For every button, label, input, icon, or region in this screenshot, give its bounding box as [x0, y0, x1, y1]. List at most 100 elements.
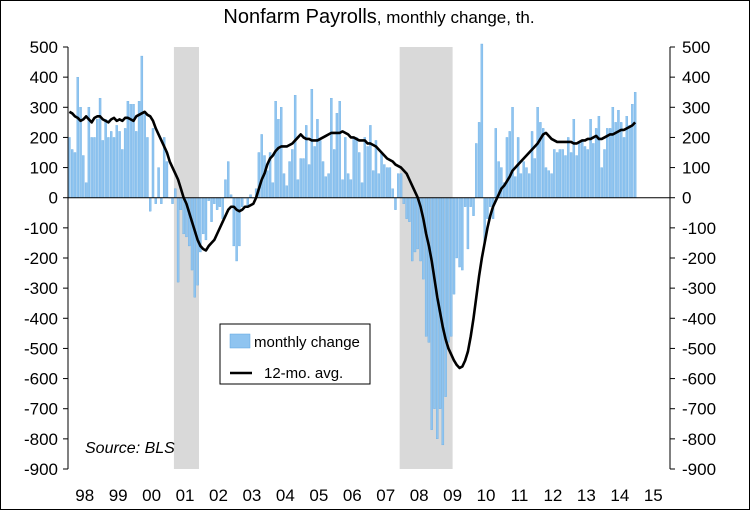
bar — [335, 113, 339, 198]
bar — [271, 182, 275, 198]
bar — [583, 146, 587, 198]
bar — [213, 197, 216, 204]
bar — [424, 197, 428, 337]
bar — [76, 76, 79, 198]
bar — [539, 122, 542, 198]
bar — [146, 137, 149, 198]
bar — [344, 137, 347, 198]
bar — [221, 197, 224, 219]
y-tick-label-left: -400 — [24, 309, 58, 328]
bar — [179, 197, 183, 210]
bar — [405, 197, 408, 219]
y-tick-label-left: 200 — [30, 128, 58, 147]
y-tick-label-left: -700 — [24, 400, 58, 419]
bar — [486, 197, 489, 219]
y-tick-label-left: 400 — [30, 68, 58, 87]
bar — [631, 104, 634, 198]
bar — [201, 197, 205, 235]
chart-title-rest: , monthly change, th. — [377, 8, 535, 27]
bar — [277, 119, 280, 198]
y-tick-label-left: -800 — [24, 430, 58, 449]
bar — [528, 173, 531, 198]
bar — [380, 152, 383, 198]
bar — [352, 137, 355, 198]
bar — [190, 197, 194, 271]
bar — [603, 149, 606, 198]
bar — [550, 173, 553, 198]
bar — [516, 137, 520, 198]
bar — [508, 131, 511, 198]
bar — [68, 137, 71, 198]
bar — [366, 146, 369, 198]
x-tick-label: 13 — [577, 486, 596, 505]
bar — [151, 128, 155, 198]
bar — [519, 173, 523, 198]
bar — [555, 152, 559, 198]
bar — [358, 152, 361, 198]
bar — [193, 197, 197, 298]
bar — [411, 197, 414, 262]
y-tick-label-left: 0 — [49, 189, 58, 208]
bar — [477, 122, 481, 198]
bar — [227, 161, 230, 198]
bar — [291, 149, 294, 198]
bar — [346, 173, 350, 198]
bar — [182, 197, 185, 235]
bar — [388, 167, 392, 198]
bar — [118, 131, 121, 198]
bar — [307, 164, 311, 198]
bar — [581, 140, 584, 198]
bar — [115, 125, 118, 198]
y-tick-label-right: -900 — [682, 460, 716, 479]
x-tick-label: 14 — [610, 486, 629, 505]
bar — [70, 149, 74, 198]
x-tick-label: 11 — [511, 486, 529, 505]
y-tick-label-right: -100 — [682, 219, 716, 238]
bar — [569, 152, 573, 198]
bar — [288, 161, 291, 198]
y-tick-label-right: -200 — [682, 249, 716, 268]
bar — [586, 149, 589, 198]
bar — [104, 119, 107, 198]
bar — [530, 131, 534, 198]
bar — [463, 197, 467, 207]
bar — [505, 137, 509, 198]
bar — [600, 167, 603, 198]
bar — [597, 116, 601, 198]
bar — [232, 197, 236, 247]
bar — [363, 137, 367, 198]
legend-line-label: 12-mo. avg. — [264, 365, 343, 382]
bar — [302, 158, 305, 198]
bar — [533, 158, 537, 198]
bar — [126, 101, 130, 198]
bar — [617, 110, 620, 198]
bar — [472, 197, 475, 216]
x-tick-label: 08 — [410, 486, 429, 505]
bar — [383, 164, 386, 198]
bar — [123, 128, 127, 198]
bar — [402, 197, 406, 204]
bar — [455, 197, 458, 259]
bar — [541, 128, 545, 198]
bar — [305, 125, 308, 198]
bar — [174, 188, 177, 198]
bar — [140, 55, 144, 198]
x-tick-label: 98 — [75, 486, 94, 505]
bar — [399, 173, 403, 198]
bar — [567, 137, 570, 198]
bar — [628, 125, 631, 198]
bar — [525, 167, 528, 198]
x-tick-label: 15 — [644, 486, 663, 505]
bar — [369, 125, 372, 198]
y-tick-label-right: 500 — [682, 38, 710, 57]
y-tick-label-right: -700 — [682, 400, 716, 419]
y-tick-label-right: 400 — [682, 68, 710, 87]
x-tick-label: 09 — [443, 486, 462, 505]
x-tick-label: 07 — [376, 486, 395, 505]
bar — [299, 158, 302, 198]
bar — [240, 197, 244, 207]
bar — [157, 167, 160, 198]
bar — [444, 197, 447, 397]
